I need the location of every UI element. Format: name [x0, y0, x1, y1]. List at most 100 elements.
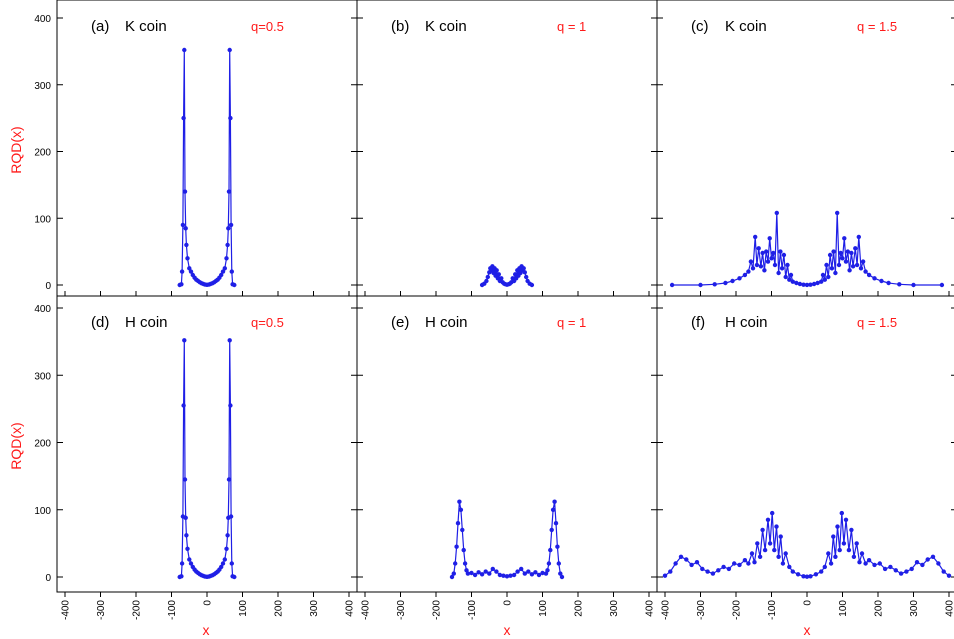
data-point: [795, 572, 801, 577]
y-tick-label: 200: [34, 439, 51, 450]
data-point: [457, 499, 462, 504]
data-point: [765, 517, 771, 522]
data-point: [229, 561, 234, 566]
panel-coin-label: K coin: [425, 18, 467, 35]
x-tick-label: 0: [203, 600, 214, 606]
panel-frame: [656, 0, 954, 297]
panel-frame: [56, 295, 358, 593]
data-point: [684, 557, 689, 562]
data-point: [555, 544, 560, 549]
data-point: [754, 262, 760, 268]
data-point: [837, 547, 842, 553]
y-tick-label: 300: [34, 371, 51, 382]
x-tick-label: -400: [61, 600, 72, 620]
data-point: [455, 521, 461, 526]
data-point: [689, 562, 694, 568]
panel-frame: [656, 295, 954, 593]
x-axis-title: x: [804, 622, 811, 638]
data-point: [219, 272, 224, 278]
data-point: [543, 571, 549, 576]
data-point: [939, 282, 945, 288]
x-tick-label: -400: [661, 600, 672, 620]
data-point: [458, 507, 464, 512]
data-point: [770, 510, 775, 516]
data-point: [476, 570, 481, 575]
data-point: [705, 569, 710, 574]
data-point: [854, 262, 860, 268]
panel-frame: [356, 295, 658, 593]
series-line: [179, 49, 235, 286]
data-point: [454, 544, 459, 549]
data-point: [757, 554, 763, 559]
data-point: [893, 568, 898, 573]
x-tick-label: 400: [345, 600, 356, 617]
panel-q-label: q=0.5: [251, 19, 284, 34]
panel-id-label: (a): [91, 18, 109, 35]
data-point: [545, 568, 550, 573]
data-point: [909, 566, 914, 572]
data-point: [804, 574, 810, 579]
data-point: [753, 234, 758, 240]
data-point: [485, 274, 490, 280]
data-point: [835, 210, 840, 216]
data-point: [755, 541, 760, 546]
data-point: [227, 338, 232, 343]
data-point: [550, 507, 556, 512]
data-point: [776, 554, 781, 559]
series-line: [179, 340, 235, 578]
data-point: [179, 269, 185, 274]
data-point: [764, 249, 769, 254]
x-tick-label: 100: [838, 600, 849, 617]
data-point: [851, 554, 857, 559]
data-point: [783, 551, 788, 556]
data-point: [897, 282, 902, 287]
data-point: [499, 276, 504, 281]
data-point: [797, 281, 803, 287]
data-point: [822, 564, 827, 570]
data-point: [774, 524, 779, 529]
data-point: [698, 282, 703, 288]
panel-coin-label: K coin: [725, 18, 767, 35]
x-tick-label: -300: [396, 600, 407, 620]
data-point: [827, 252, 833, 258]
data-point: [228, 514, 234, 519]
data-point: [526, 569, 531, 574]
data-point: [184, 242, 189, 248]
data-point: [787, 277, 792, 282]
data-point: [750, 266, 756, 271]
data-point: [737, 562, 742, 568]
data-point: [449, 574, 455, 580]
data-point: [765, 259, 771, 264]
y-tick-label: 400: [34, 14, 51, 25]
data-point: [461, 547, 466, 553]
data-point: [847, 268, 852, 273]
data-point: [836, 262, 842, 268]
data-point: [710, 571, 716, 576]
data-point: [558, 571, 563, 576]
data-point: [760, 527, 765, 533]
data-point: [801, 574, 806, 579]
x-tick-label: -200: [432, 600, 443, 620]
panel-c: (c) K coin q = 1.5: [656, 0, 954, 297]
data-point: [179, 561, 185, 566]
data-point: [182, 477, 188, 482]
data-point: [232, 574, 237, 580]
data-point: [898, 571, 904, 576]
data-point: [860, 259, 866, 264]
data-point: [914, 560, 920, 565]
data-point: [462, 561, 468, 566]
data-point: [184, 533, 189, 538]
data-point: [808, 574, 813, 579]
y-tick-label: 300: [34, 81, 51, 92]
data-point: [845, 249, 850, 254]
data-point: [863, 561, 868, 566]
data-point: [826, 551, 831, 556]
data-point: [188, 561, 194, 566]
data-point: [888, 564, 893, 570]
data-point: [859, 551, 865, 556]
data-point: [930, 554, 936, 559]
x-tick-label: 100: [238, 600, 249, 617]
data-point: [732, 561, 737, 566]
data-point: [882, 566, 888, 572]
